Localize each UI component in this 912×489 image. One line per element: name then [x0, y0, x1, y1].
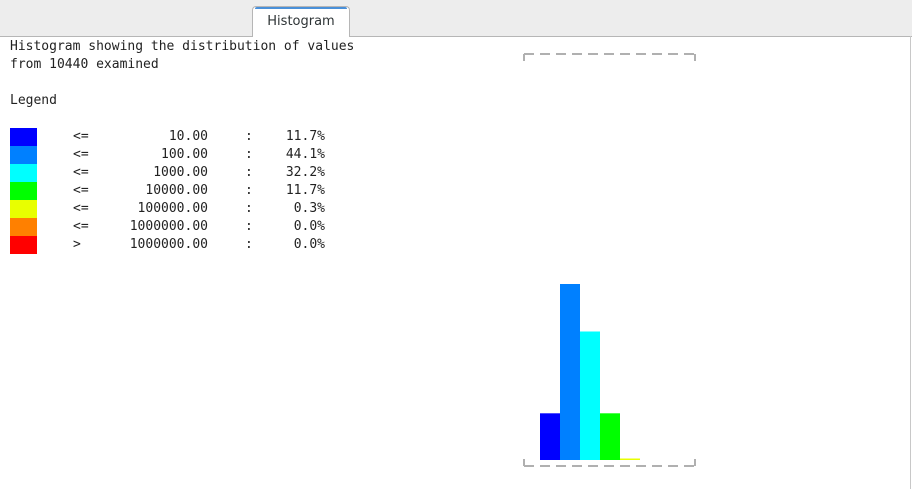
legend-separator: : [245, 129, 253, 144]
legend-swatch [10, 128, 37, 146]
legend-percent: 0.3% [293, 201, 325, 216]
tab-histogram-label: Histogram [267, 14, 335, 29]
legend-percent: 11.7% [285, 183, 325, 198]
histogram-bar [600, 413, 620, 460]
legend-separator: : [245, 183, 253, 198]
description-line-2: from 10440 examined [10, 57, 159, 72]
tab-histogram[interactable]: Histogram [252, 6, 350, 37]
legend-swatch [10, 200, 37, 218]
legend-swatch [10, 236, 37, 254]
description-line-1: Histogram showing the distribution of va… [10, 39, 355, 54]
legend-percent: 11.7% [285, 129, 325, 144]
histogram-bar [580, 331, 600, 460]
histogram-bar [540, 413, 560, 460]
legend-operator: <= [73, 201, 89, 216]
legend: <= 10.00: 11.7% <= 100.00: 44.1% <= 1000.00: 32.… [10, 128, 350, 254]
legend-operator: <= [73, 219, 89, 234]
legend-threshold: 10000.00 [145, 183, 208, 198]
legend-swatch [10, 146, 37, 164]
legend-percent: 0.0% [293, 237, 325, 252]
tab-strip-divider [0, 36, 912, 37]
spacer [10, 74, 354, 92]
legend-percent: 0.0% [293, 219, 325, 234]
legend-separator: : [245, 201, 253, 216]
legend-percent: 32.2% [285, 165, 325, 180]
histogram-chart [523, 53, 696, 467]
legend-row: <= 1000000.00: 0.0% [10, 218, 350, 236]
legend-row: <= 100.00: 44.1% [10, 146, 350, 164]
tab-active-indicator [255, 7, 347, 9]
legend-row: <= 10.00: 11.7% [10, 128, 350, 146]
legend-threshold: 1000000.00 [129, 219, 208, 234]
legend-title: Legend [10, 93, 57, 108]
panel-border [910, 36, 911, 489]
legend-operator: <= [73, 147, 89, 162]
legend-separator: : [245, 165, 253, 180]
legend-separator: : [245, 147, 253, 162]
legend-operator: <= [73, 183, 89, 198]
tab-strip [0, 0, 912, 36]
histogram-description: Histogram showing the distribution of va… [10, 38, 354, 110]
legend-swatch [10, 218, 37, 236]
legend-swatch [10, 164, 37, 182]
legend-operator: <= [73, 129, 89, 144]
histogram-bar [620, 458, 640, 460]
legend-threshold: 10.00 [168, 129, 208, 144]
legend-row: <= 10000.00: 11.7% [10, 182, 350, 200]
legend-threshold: 1000.00 [153, 165, 208, 180]
legend-row: <= 1000.00: 32.2% [10, 164, 350, 182]
legend-separator: : [245, 219, 253, 234]
legend-threshold: 1000000.00 [129, 237, 208, 252]
legend-swatch [10, 182, 37, 200]
histogram-bar [560, 284, 580, 460]
legend-threshold: 100.00 [161, 147, 208, 162]
legend-percent: 44.1% [285, 147, 325, 162]
legend-operator: <= [73, 165, 89, 180]
legend-row: >1000000.00: 0.0% [10, 236, 350, 254]
legend-operator: > [73, 237, 81, 252]
legend-threshold: 100000.00 [137, 201, 208, 216]
legend-row: <= 100000.00: 0.3% [10, 200, 350, 218]
legend-separator: : [245, 237, 253, 252]
